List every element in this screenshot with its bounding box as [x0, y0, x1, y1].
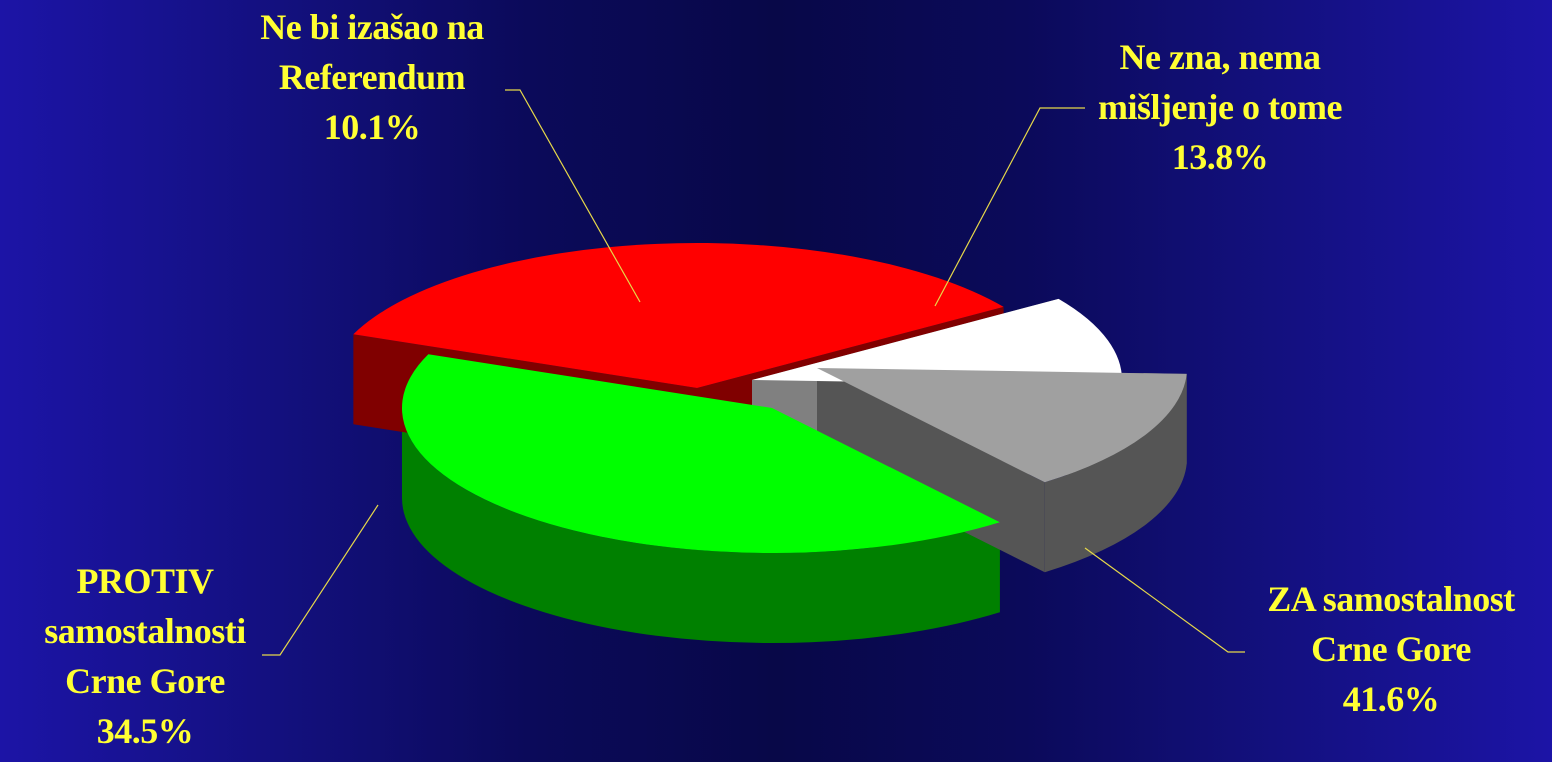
slice-label-line: samostalnosti [44, 611, 246, 651]
slice-value-label: 41.6% [1342, 679, 1440, 719]
leader-line-nezna [934, 107, 1085, 307]
slice-label-line: Ne bi izašao na [260, 7, 484, 47]
slice-label-protiv: PROTIV samostalnosti Crne Gore 34.5% [0, 556, 290, 756]
slice-label-line: mišljenje o tome [1098, 87, 1342, 127]
pie-slice-nebi [752, 298, 1122, 386]
pie-slice-protiv [353, 243, 1004, 388]
pie-slice-side [402, 408, 1000, 643]
slice-label-line: Referendum [278, 57, 466, 97]
slice-label-line: Crne Gore [1311, 629, 1471, 669]
slice-label-line: ZA samostalnost [1267, 579, 1515, 619]
slice-value-label: 13.8% [1171, 137, 1269, 177]
slice-value-label: 10.1% [323, 107, 421, 147]
slice-value-label: 34.5% [96, 711, 194, 751]
pie-slice-nezna [817, 368, 1187, 483]
slice-label-ne-bi-izasao: Ne bi izašao na Referendum 10.1% [212, 2, 532, 152]
slice-label-line: PROTIV [76, 561, 214, 601]
slice-label-za: ZA samostalnost Crne Gore 41.6% [1230, 574, 1552, 724]
leader-line-protiv [262, 504, 379, 656]
leader-line-nebi [505, 89, 641, 303]
pie-slice-side [1044, 373, 1187, 573]
slice-label-line: Ne zna, nema [1119, 37, 1321, 77]
slice-label-line: Crne Gore [65, 661, 225, 701]
slice-label-ne-zna: Ne zna, nema mišljenje o tome 13.8% [1050, 32, 1390, 182]
leader-line-za [1084, 547, 1245, 653]
pie-slice-za [402, 354, 1000, 553]
